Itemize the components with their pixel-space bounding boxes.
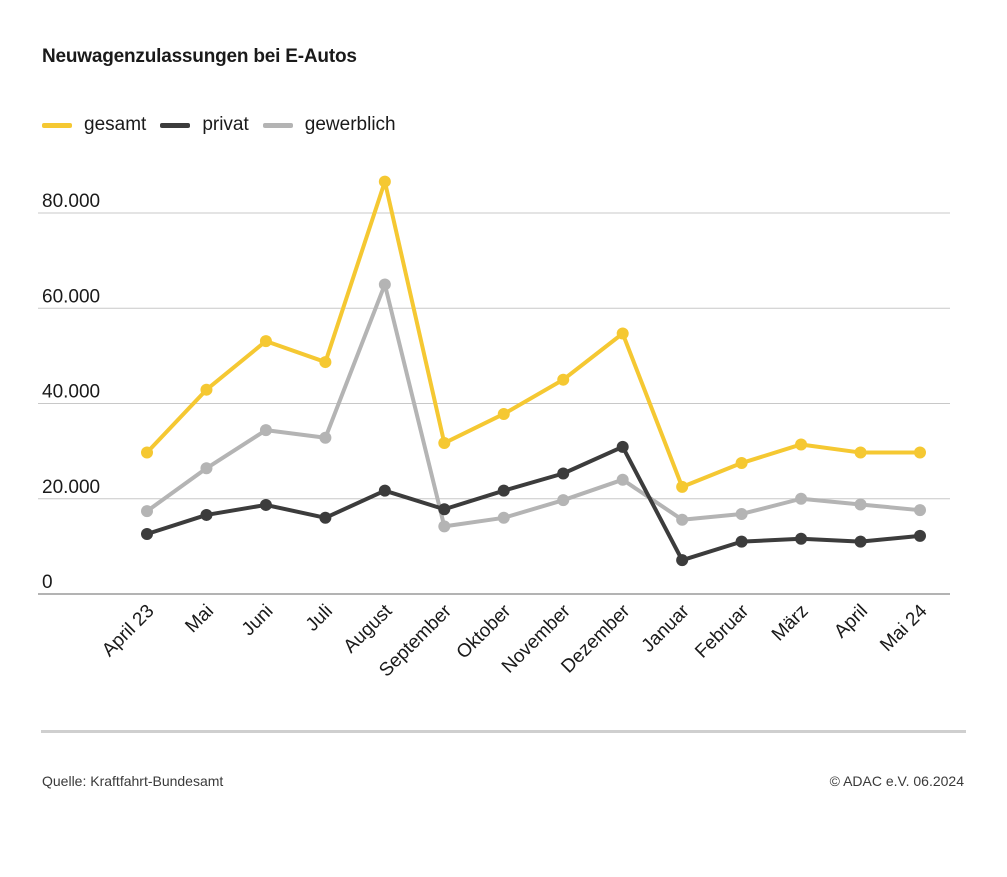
data-point-gesamt bbox=[854, 446, 867, 459]
legend-label-gewerblich: gewerblich bbox=[304, 114, 396, 135]
data-point-gewerblich bbox=[557, 494, 570, 507]
data-point-privat bbox=[259, 498, 272, 511]
x-tick-label: Mai 24 bbox=[876, 600, 931, 655]
x-tick-label: Mai bbox=[181, 601, 218, 638]
data-point-gesamt bbox=[795, 438, 808, 451]
data-point-gesamt bbox=[378, 175, 391, 188]
legend-label-privat: privat bbox=[202, 114, 249, 135]
footer-divider bbox=[41, 730, 966, 733]
series-line-gewerblich bbox=[145, 282, 922, 529]
legend-swatch-privat bbox=[160, 122, 191, 128]
data-point-gesamt bbox=[259, 335, 272, 348]
data-point-privat bbox=[854, 535, 867, 548]
data-point-gewerblich bbox=[735, 507, 748, 520]
data-point-gesamt bbox=[616, 327, 629, 340]
data-point-privat bbox=[735, 535, 748, 548]
x-tick-label: April bbox=[830, 601, 872, 643]
x-tick-label: August bbox=[340, 600, 397, 657]
series-line-privat bbox=[145, 444, 922, 563]
data-point-gewerblich bbox=[854, 498, 867, 511]
data-point-gesamt bbox=[735, 457, 748, 470]
data-point-gewerblich bbox=[141, 505, 153, 518]
series-line-gesamt bbox=[145, 179, 922, 489]
data-point-gesamt bbox=[497, 407, 510, 420]
copyright-note: © ADAC e.V. 06.2024 bbox=[829, 773, 964, 789]
data-point-gewerblich bbox=[795, 492, 808, 505]
legend-swatch-gesamt bbox=[42, 122, 72, 128]
legend-item-privat: privat bbox=[160, 114, 249, 136]
data-point-gewerblich bbox=[319, 431, 332, 444]
data-point-privat bbox=[319, 511, 332, 524]
y-tick-label: 0 bbox=[42, 572, 53, 593]
data-point-privat bbox=[200, 508, 213, 521]
data-point-privat bbox=[378, 484, 391, 497]
x-tick-label: Juli bbox=[302, 601, 337, 636]
data-point-privat bbox=[795, 532, 808, 545]
data-point-gesamt bbox=[200, 383, 213, 396]
y-tick-label: 20.000 bbox=[42, 477, 100, 498]
legend-label-gesamt: gesamt bbox=[84, 114, 147, 135]
data-point-privat bbox=[616, 440, 629, 453]
legend-item-gesamt: gesamt bbox=[42, 114, 146, 136]
y-tick-label: 40.000 bbox=[42, 382, 100, 403]
x-tick-label: Juni bbox=[238, 601, 277, 640]
data-point-gesamt bbox=[676, 480, 689, 493]
y-tick-label: 80.000 bbox=[42, 191, 100, 212]
legend-swatch-gewerblich bbox=[262, 122, 293, 128]
chart-title: Neuwagenzulassungen bei E-Autos bbox=[42, 46, 357, 67]
data-point-gesamt bbox=[319, 356, 332, 369]
data-point-gewerblich bbox=[438, 520, 451, 533]
x-tick-label: Februar bbox=[691, 600, 753, 662]
data-point-gewerblich bbox=[616, 473, 629, 486]
data-point-privat bbox=[914, 529, 926, 542]
data-point-gewerblich bbox=[378, 278, 391, 291]
x-tick-label: April 23 bbox=[98, 601, 158, 661]
data-point-privat bbox=[141, 527, 153, 540]
data-point-gewerblich bbox=[914, 504, 926, 517]
data-point-gesamt bbox=[438, 437, 451, 450]
data-point-privat bbox=[557, 467, 570, 480]
data-point-privat bbox=[438, 503, 451, 516]
data-point-gesamt bbox=[914, 446, 926, 459]
data-point-privat bbox=[497, 484, 510, 497]
legend-item-gewerblich: gewerblich bbox=[262, 114, 396, 136]
x-tick-label: März bbox=[768, 601, 813, 646]
data-point-gewerblich bbox=[676, 513, 689, 526]
source-note: Quelle: Kraftfahrt-Bundesamt bbox=[42, 773, 224, 789]
data-point-privat bbox=[676, 554, 689, 567]
data-point-gesamt bbox=[141, 446, 153, 459]
x-tick-label: Januar bbox=[638, 600, 694, 656]
data-point-gesamt bbox=[557, 373, 570, 386]
data-point-gewerblich bbox=[259, 424, 272, 437]
data-point-gewerblich bbox=[497, 511, 510, 524]
chart-legend: gesamt privat gewerblich bbox=[42, 114, 410, 136]
data-point-gewerblich bbox=[200, 462, 213, 475]
y-tick-label: 60.000 bbox=[42, 286, 100, 307]
